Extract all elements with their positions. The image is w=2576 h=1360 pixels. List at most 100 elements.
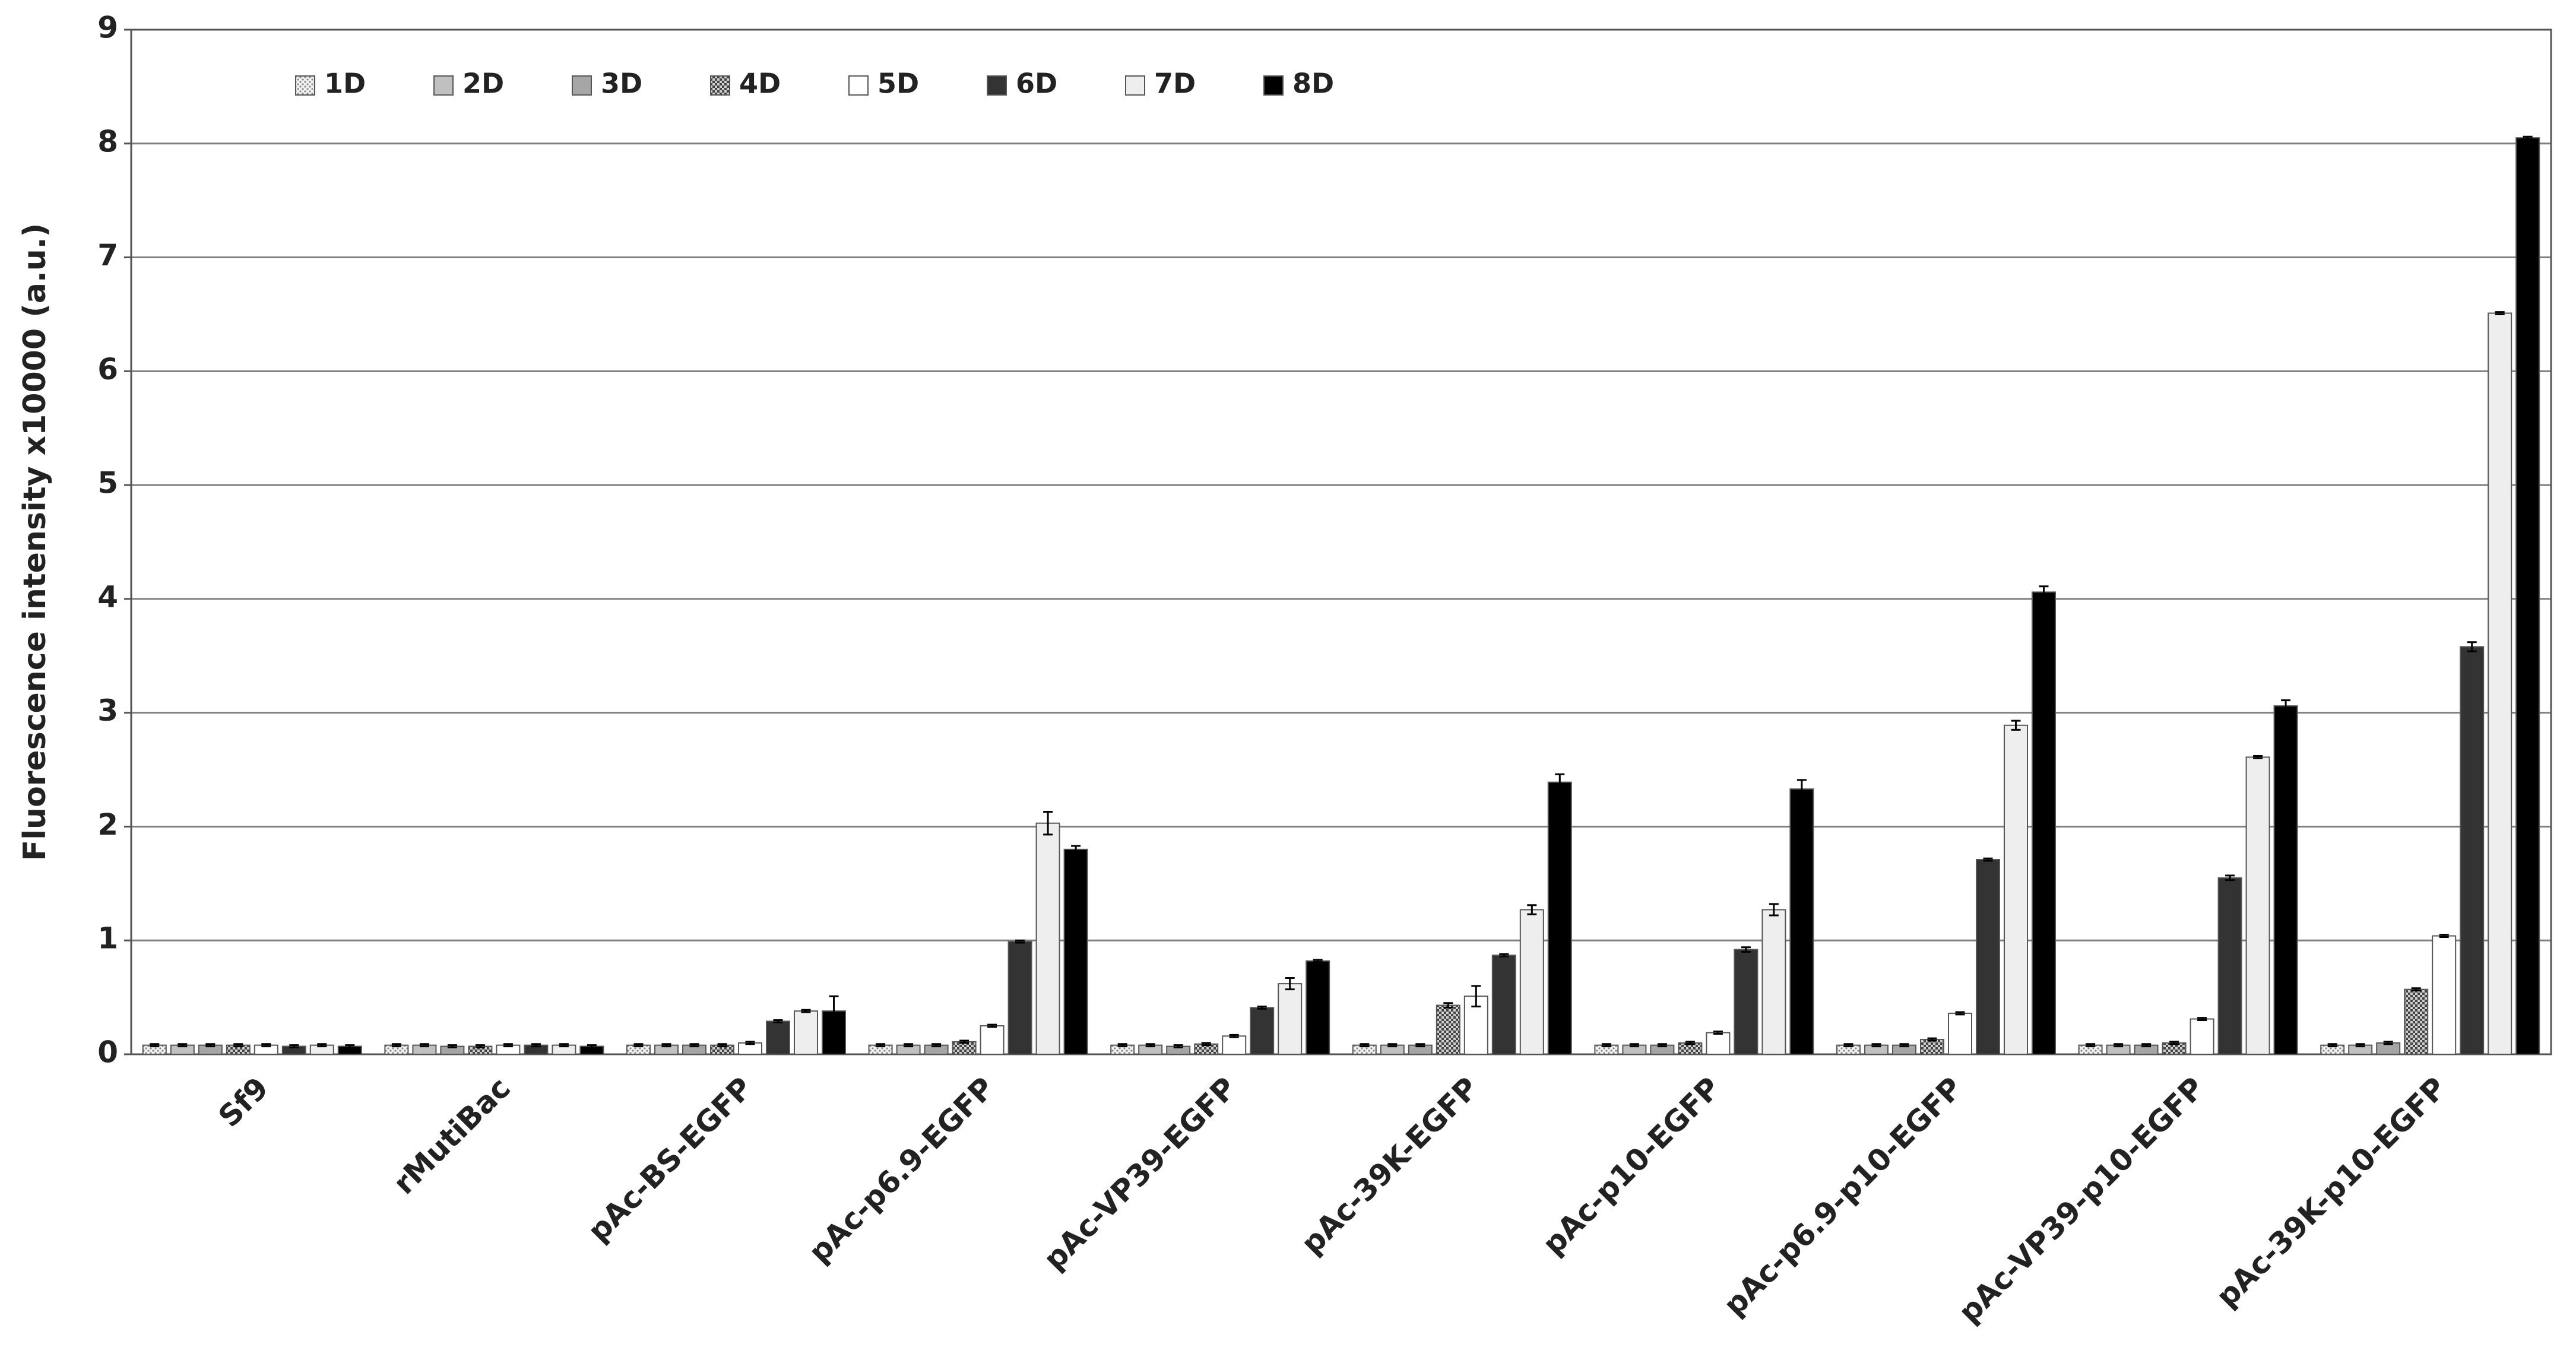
legend-label: 8D bbox=[1292, 68, 1334, 100]
error-bar bbox=[1629, 1043, 1639, 1048]
y-tick-label: 4 bbox=[97, 579, 118, 614]
legend-label: 7D bbox=[1154, 68, 1196, 100]
legend-swatch bbox=[1125, 75, 1145, 96]
bar bbox=[1948, 1012, 1972, 1055]
bar bbox=[1491, 955, 1516, 1055]
error-bar bbox=[1229, 1034, 1239, 1038]
error-bar bbox=[419, 1043, 429, 1048]
error-bar bbox=[2114, 1043, 2124, 1048]
plot-frame bbox=[130, 28, 2552, 1055]
error-bar bbox=[2039, 585, 2049, 599]
error-bar bbox=[317, 1043, 327, 1048]
y-tick-label: 2 bbox=[97, 807, 118, 842]
bar bbox=[1519, 909, 1544, 1055]
bar bbox=[1976, 859, 2000, 1055]
error-bar bbox=[1499, 953, 1509, 958]
error-bar bbox=[1741, 946, 1751, 953]
error-bar bbox=[1527, 904, 1537, 915]
error-bar bbox=[1201, 1042, 1211, 1047]
error-bar bbox=[2327, 1043, 2337, 1048]
error-bar bbox=[1713, 1031, 1723, 1035]
error-bar bbox=[2439, 934, 2449, 938]
bar bbox=[1789, 788, 1814, 1055]
error-bar bbox=[503, 1043, 513, 1048]
error-bar bbox=[178, 1043, 188, 1048]
error-bar bbox=[2086, 1043, 2096, 1048]
error-bar bbox=[475, 1044, 485, 1048]
bar bbox=[2190, 1018, 2214, 1055]
x-tick-label: pAc-BS-EGFP bbox=[581, 1070, 759, 1248]
bar bbox=[2273, 705, 2298, 1055]
bar bbox=[1063, 848, 1088, 1055]
error-bar bbox=[1415, 1043, 1425, 1048]
bar bbox=[1007, 941, 1032, 1055]
bar bbox=[2515, 137, 2540, 1055]
bar bbox=[1035, 822, 1060, 1055]
error-bar bbox=[2281, 699, 2291, 713]
error-bar bbox=[1899, 1043, 1909, 1048]
bar bbox=[2404, 988, 2429, 1055]
error-bar bbox=[745, 1041, 755, 1045]
y-tick-label: 8 bbox=[97, 124, 118, 158]
error-bar bbox=[391, 1043, 401, 1048]
y-tick-label: 5 bbox=[97, 466, 118, 500]
x-tick-label: pAc-p6.9-EGFP bbox=[802, 1070, 1001, 1269]
x-tick-label: Sf9 bbox=[212, 1070, 275, 1133]
error-bar bbox=[559, 1043, 569, 1048]
error-bar bbox=[959, 1039, 969, 1044]
error-bar bbox=[987, 1023, 997, 1028]
error-bar bbox=[2011, 719, 2021, 731]
error-bar bbox=[447, 1044, 457, 1048]
bar bbox=[1250, 1007, 1275, 1055]
bar bbox=[1306, 960, 1330, 1055]
error-bar bbox=[1983, 857, 1993, 862]
error-bar bbox=[717, 1043, 727, 1048]
error-bar bbox=[1387, 1043, 1398, 1048]
error-bar bbox=[1360, 1043, 1370, 1048]
bar bbox=[2004, 724, 2028, 1055]
y-tick-label: 3 bbox=[97, 693, 118, 728]
bar bbox=[1222, 1035, 1247, 1055]
error-bar bbox=[1871, 1043, 1881, 1048]
error-bar bbox=[931, 1043, 942, 1048]
x-tick-label: pAc-39K-p10-EGFP bbox=[2210, 1070, 2453, 1314]
error-bar bbox=[2411, 987, 2421, 992]
error-bar bbox=[1927, 1037, 1937, 1042]
y-tick-label: 9 bbox=[97, 11, 118, 45]
y-tick-label: 7 bbox=[97, 238, 118, 272]
error-bar bbox=[1555, 773, 1565, 791]
error-bar bbox=[1601, 1043, 1611, 1048]
error-bar bbox=[1173, 1044, 1183, 1048]
error-bar bbox=[2197, 1017, 2207, 1021]
error-bar bbox=[1471, 985, 1481, 1007]
legend-label: 5D bbox=[877, 68, 919, 100]
error-bar bbox=[1657, 1043, 1667, 1048]
error-bar bbox=[2355, 1043, 2365, 1048]
error-bar bbox=[345, 1044, 355, 1048]
y-tick-label: 0 bbox=[97, 1035, 118, 1070]
x-tick-label: rMutiBac bbox=[386, 1070, 517, 1201]
error-bar bbox=[773, 1019, 783, 1023]
error-bar bbox=[1685, 1041, 1695, 1045]
error-bar bbox=[2383, 1041, 2393, 1045]
bar bbox=[1734, 949, 1758, 1055]
bar bbox=[2245, 756, 2270, 1055]
legend-swatch bbox=[295, 75, 315, 96]
x-tick-label: pAc-39K-EGFP bbox=[1295, 1070, 1485, 1261]
error-bar bbox=[2495, 311, 2505, 315]
legend-swatch bbox=[987, 75, 1007, 96]
bar bbox=[766, 1020, 790, 1055]
error-bar bbox=[1285, 977, 1295, 991]
error-bar bbox=[1843, 1043, 1853, 1048]
y-tick-label: 1 bbox=[97, 921, 118, 956]
error-bar bbox=[261, 1043, 271, 1048]
error-bar bbox=[233, 1043, 243, 1048]
error-bar bbox=[661, 1043, 671, 1048]
legend-label: 6D bbox=[1016, 68, 1057, 100]
error-bar bbox=[801, 1009, 811, 1013]
error-bar bbox=[1796, 779, 1807, 799]
bar bbox=[2217, 877, 2242, 1055]
legend-label: 2D bbox=[462, 68, 504, 100]
error-bar bbox=[587, 1044, 597, 1048]
